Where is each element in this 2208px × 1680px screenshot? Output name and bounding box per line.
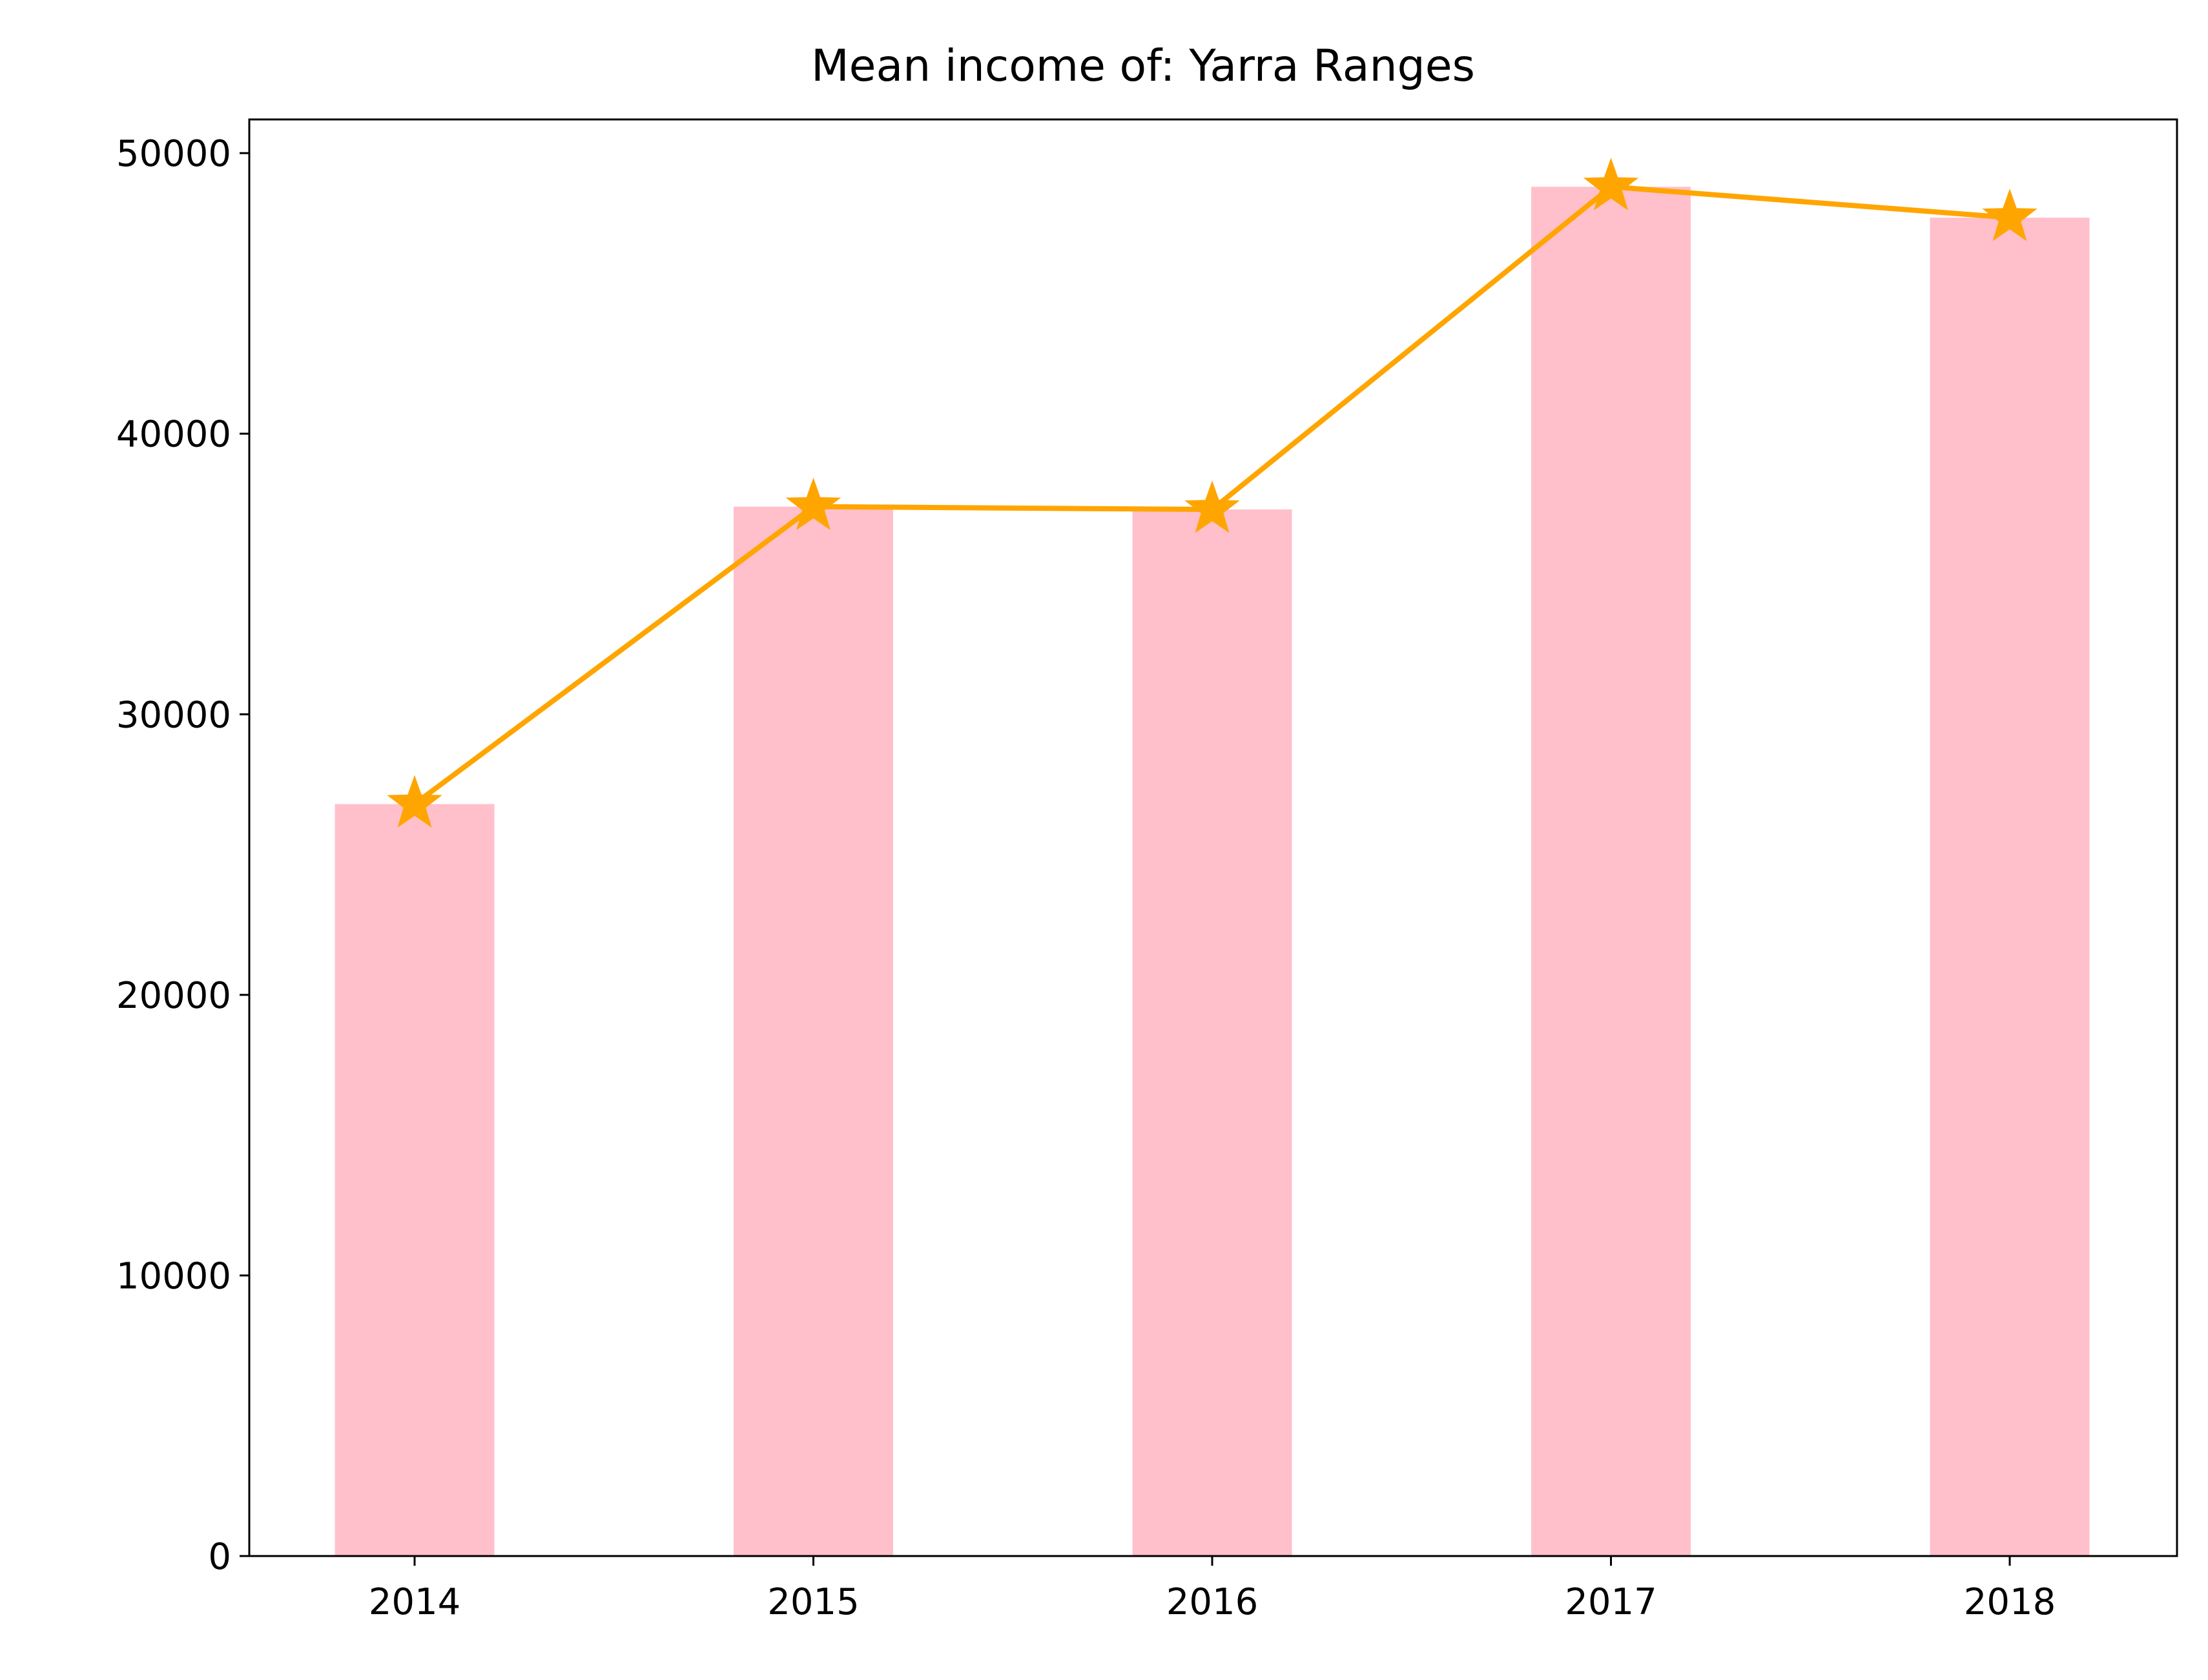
y-tick-label: 10000 [116,1255,231,1297]
y-tick-label: 0 [208,1536,231,1578]
y-tick-label: 20000 [116,975,231,1017]
y-tick-label: 50000 [116,133,231,175]
x-tick-label: 2014 [369,1581,461,1623]
line-marker-2014 [387,775,442,828]
x-tick-label: 2015 [767,1581,860,1623]
bars-layer [335,187,2090,1556]
line-marker-2017 [1583,158,1639,210]
bar-2016 [1132,509,1292,1556]
bar-2015 [734,506,893,1556]
line-layer [387,158,2038,828]
x-tick-label: 2018 [1964,1581,2056,1623]
y-tick-label: 40000 [116,414,231,456]
bar-2014 [335,804,495,1556]
line-marker-2018 [1982,189,2038,241]
chart-title: Mean income of: Yarra Ranges [811,41,1475,92]
y-tick-label: 30000 [116,694,231,736]
x-tick-label: 2016 [1166,1581,1259,1623]
axes-layer: 0 10000 20000 30000 40000 50000 2014 2015 2016 20… [116,118,2178,1623]
line-marker-2015 [785,477,841,531]
bar-2018 [1930,218,2090,1556]
line-marker-2016 [1184,480,1240,533]
x-tick-label: 2017 [1565,1581,1657,1623]
bar-2017 [1531,187,1691,1556]
